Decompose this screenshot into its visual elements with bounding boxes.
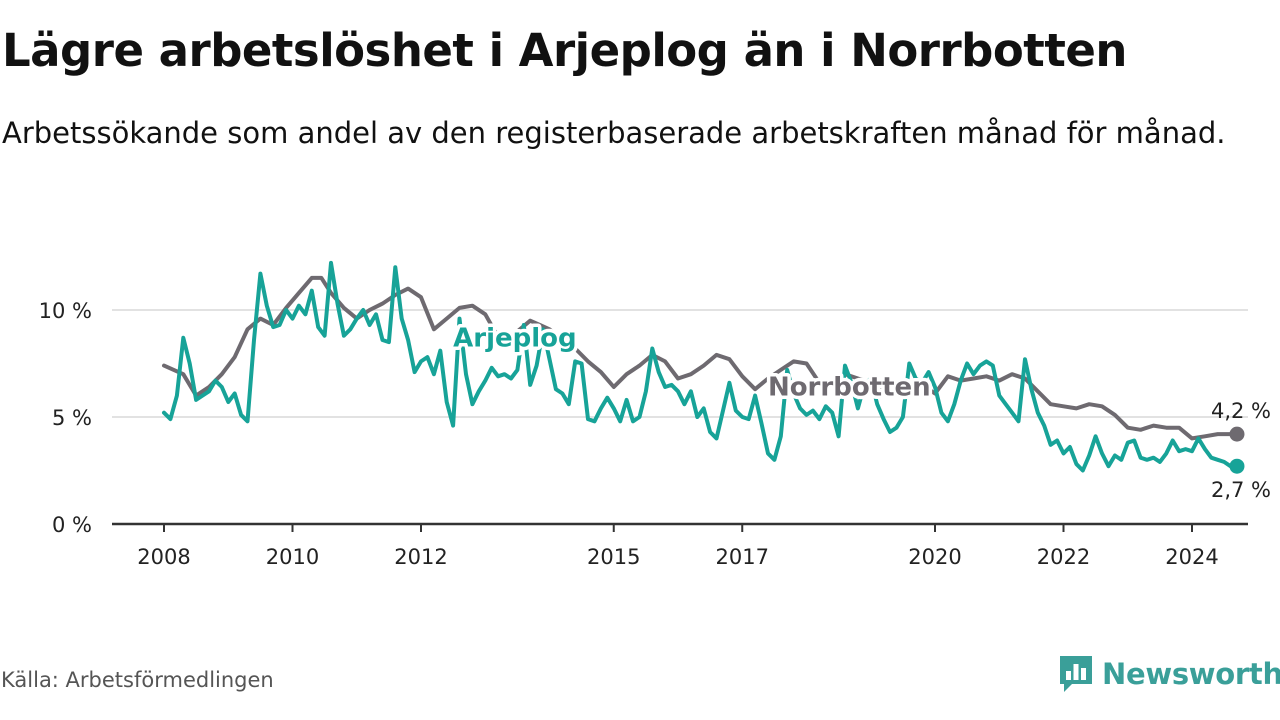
series-lines [162, 260, 1239, 473]
end-point-arjeplog [1229, 458, 1245, 474]
annotation-norrbotten: Norrbotten [768, 373, 931, 403]
end-point-norrbotten [1229, 426, 1245, 442]
chart-title: Lägre arbetslöshet i Arjeplog än i Norrb… [2, 24, 1127, 77]
newsworthy-logo[interactable]: Newsworthy [1058, 654, 1280, 694]
end-label-arjeplog: 2,7 % [1211, 478, 1271, 502]
end-label-norrbotten: 4,2 % [1211, 399, 1271, 423]
x-tick-label: 2015 [587, 545, 640, 569]
brand-name: Newsworthy [1102, 657, 1280, 691]
annotation-arjeplog: Arjeplog [453, 323, 577, 353]
x-tick-label: 2022 [1037, 545, 1090, 569]
source-note: Källa: Arbetsförmedlingen [1, 668, 274, 692]
x-tick-label: 2024 [1165, 545, 1218, 569]
x-tick-label: 2017 [716, 545, 769, 569]
series-line-norrbotten [162, 275, 1239, 441]
newsworthy-logo-icon [1060, 656, 1092, 692]
y-axis-labels: 0 % 5 % 10 % [39, 299, 92, 537]
x-axis-ticks: 2008 2010 2012 2015 2017 2020 2022 2024 [137, 524, 1219, 569]
x-tick-label: 2012 [394, 545, 447, 569]
gridlines [112, 309, 1248, 418]
x-tick-label: 2008 [137, 545, 190, 569]
end-markers: 4,2 % 2,7 % [1211, 399, 1271, 502]
series-line-arjeplog [162, 260, 1239, 473]
y-tick-label: 10 % [39, 299, 92, 323]
chart-subtitle: Arbetssökande som andel av den registerb… [2, 116, 1226, 150]
y-tick-label: 0 % [52, 513, 92, 537]
series-annotations: Arjeplog Norrbotten [450, 320, 935, 406]
y-tick-label: 5 % [52, 406, 92, 430]
x-tick-label: 2010 [266, 545, 319, 569]
x-tick-label: 2020 [908, 545, 961, 569]
